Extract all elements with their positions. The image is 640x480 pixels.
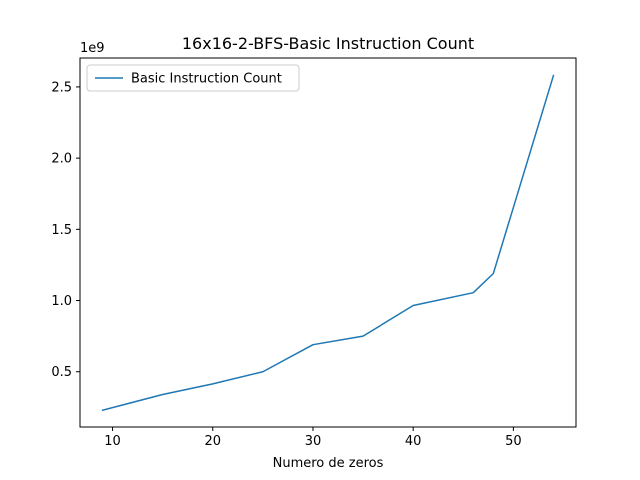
y-tick-label: 2.5 <box>51 80 72 95</box>
plot-area <box>101 74 555 412</box>
y-offset-label: 1e9 <box>80 41 105 56</box>
axes: 10 20 30 40 50 0.5 1.0 1.5 2.0 2.5 <box>51 57 577 449</box>
series-line-0 <box>101 74 555 412</box>
legend-box <box>86 64 300 92</box>
y-tick-label: 0.5 <box>51 365 72 380</box>
y-tick-label: 1.0 <box>51 294 72 309</box>
x-tick-label: 10 <box>104 434 121 449</box>
legend: Basic Instruction Count <box>86 64 300 92</box>
y-tick-label: 1.5 <box>51 223 72 238</box>
x-tick-label: 20 <box>204 434 221 449</box>
x-axis-label: Numero de zeros <box>273 456 384 471</box>
y-tick-label: 2.0 <box>51 152 72 167</box>
legend-label: Basic Instruction Count <box>131 72 282 87</box>
x-tick-label: 40 <box>405 434 422 449</box>
x-tick-label: 50 <box>505 434 522 449</box>
axes-frame <box>79 57 577 428</box>
chart-title: 16x16-2-BFS-Basic Instruction Count <box>182 34 474 53</box>
x-tick-label: 30 <box>305 434 322 449</box>
